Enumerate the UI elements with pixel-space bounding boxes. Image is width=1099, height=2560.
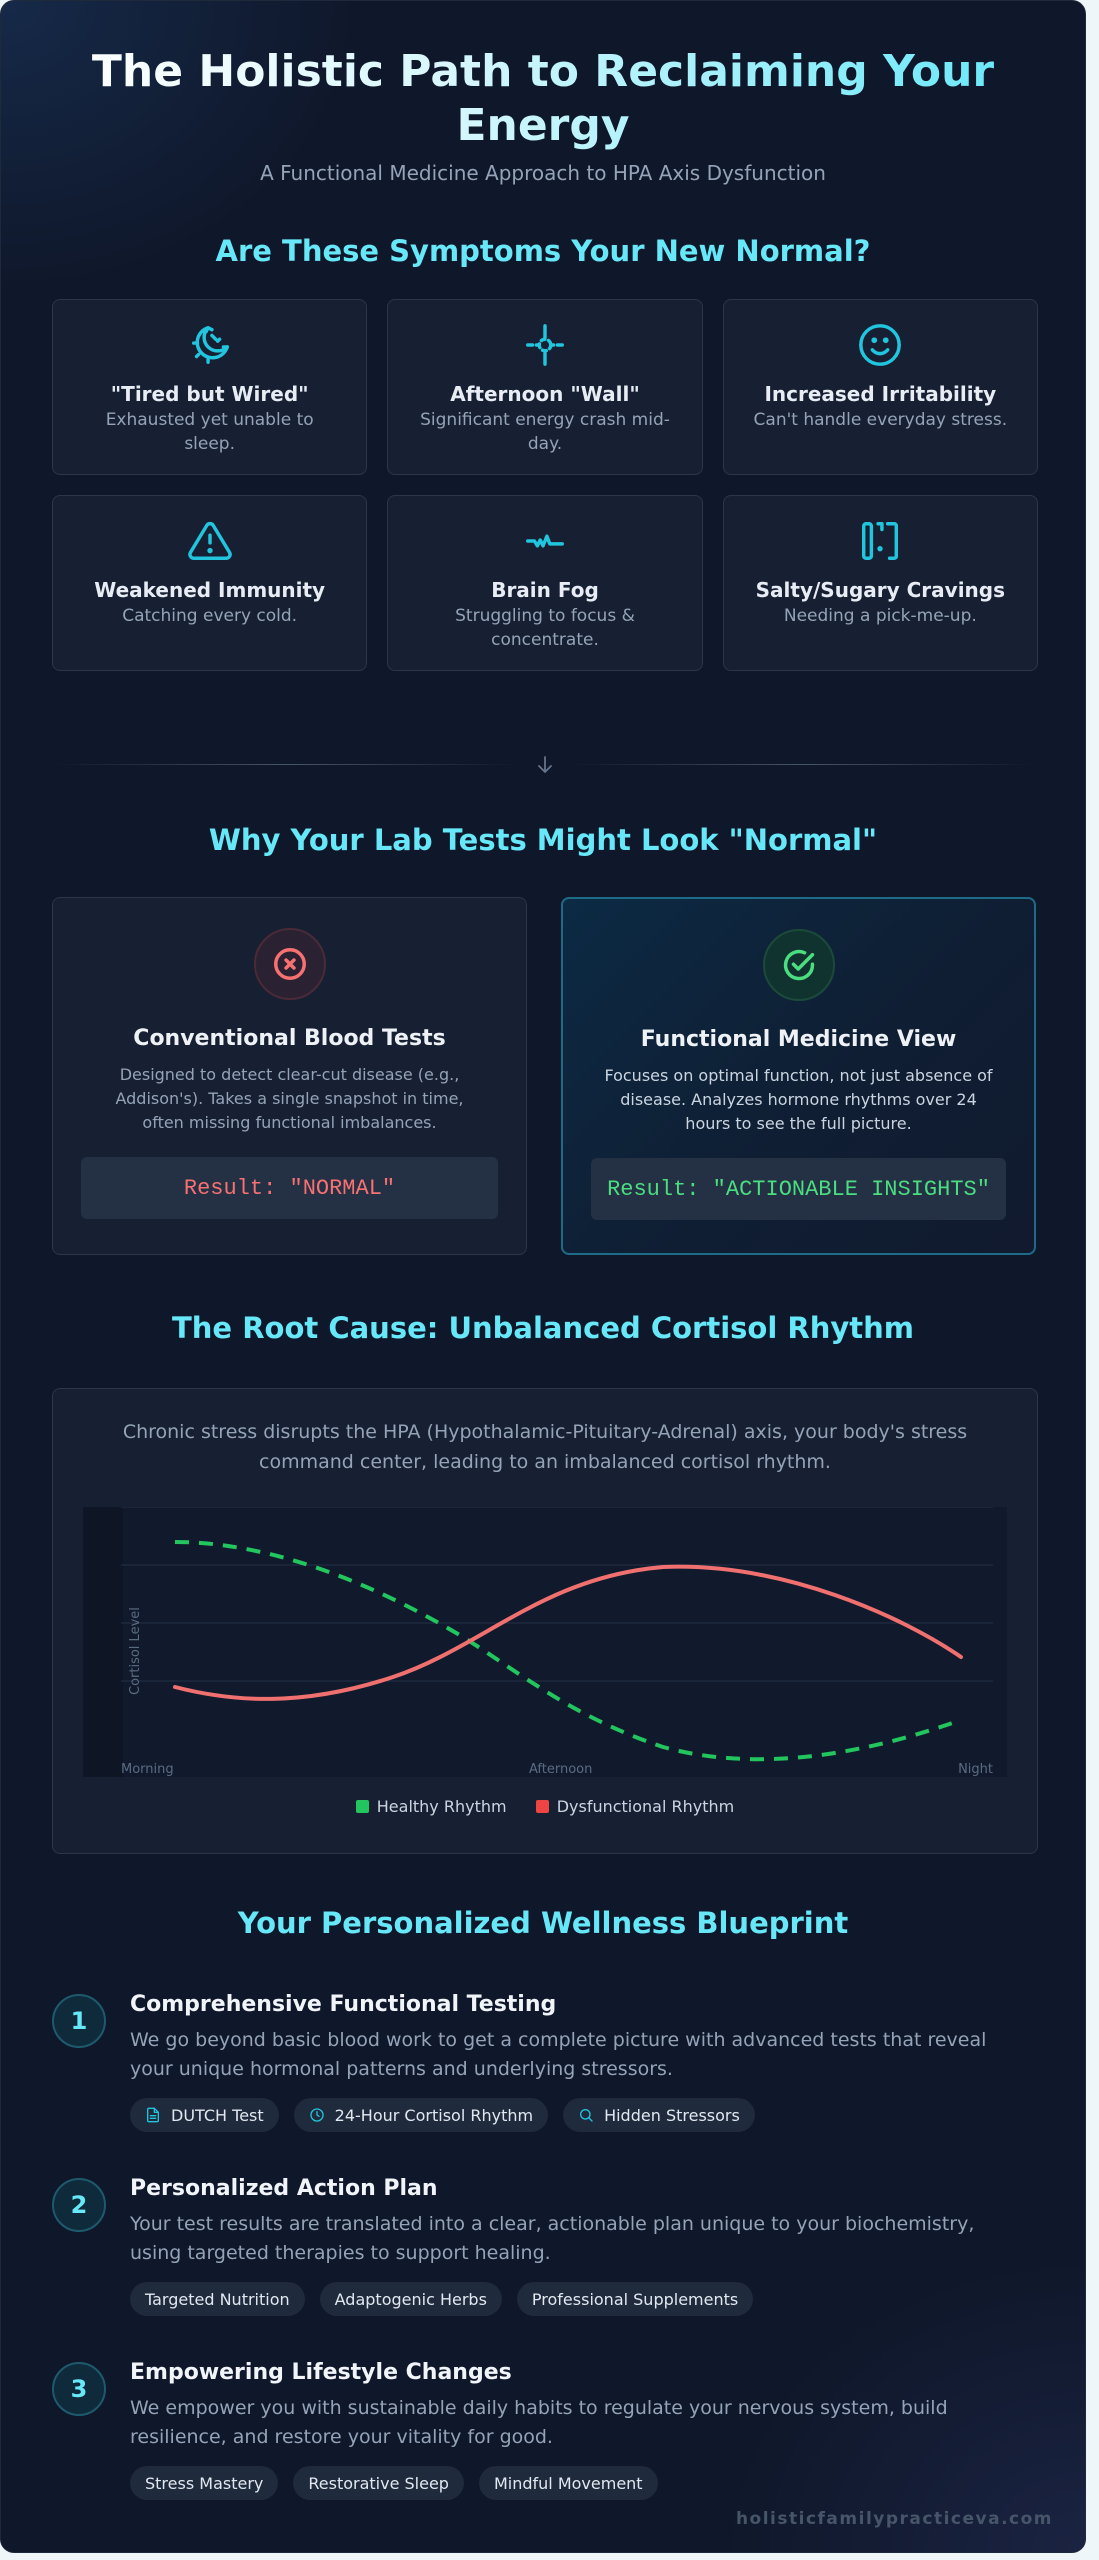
step-title: Personalized Action Plan	[130, 2176, 438, 2201]
x-tick-afternoon: Afternoon	[529, 1762, 592, 1777]
symptom-card-immunity: Weakened Immunity Catching every cold.	[52, 495, 368, 671]
smile-icon	[859, 324, 902, 366]
tag-label: DUTCH Test	[171, 2105, 264, 2125]
symptom-title: Weakened Immunity	[94, 578, 326, 602]
document-icon	[147, 2107, 159, 2123]
tag-cortisol-rhythm: 24-Hour Cortisol Rhythm	[293, 2098, 549, 2132]
step-tags: Targeted Nutrition Adaptogenic Herbs Pro…	[130, 2282, 1008, 2316]
conventional-badge	[253, 928, 326, 1000]
symptom-card-irritability: Increased Irritability Can't handle ever…	[722, 299, 1038, 475]
blueprint-heading: Your Personalized Wellness Blueprint	[237, 1906, 849, 1940]
legend-swatch	[535, 1800, 549, 1813]
pulse-wave-icon	[526, 534, 564, 548]
symptoms-heading: Are These Symptoms Your New Normal?	[215, 234, 871, 268]
legend-healthy: Healthy Rhythm	[355, 1797, 507, 1816]
symptom-title: Afternoon "Wall"	[450, 382, 640, 406]
divider-line-right	[568, 764, 1038, 765]
page-subtitle: A Functional Medicine Approach to HPA Ax…	[260, 161, 826, 185]
symptoms-grid: "Tired but Wired" Exhausted yet unable t…	[52, 299, 1038, 671]
section-divider	[52, 753, 1038, 777]
step-number: 2	[52, 2178, 106, 2232]
symptom-desc: Exhausted yet unable to sleep.	[105, 410, 314, 454]
conventional-desc: Designed to detect clear-cut disease (e.…	[115, 1065, 464, 1132]
divider-line-left	[52, 764, 522, 765]
legend-label: Dysfunctional Rhythm	[556, 1797, 735, 1816]
x-tick-morning: Morning	[121, 1762, 174, 1777]
functional-title: Functional Medicine View	[640, 1027, 957, 1052]
symptom-desc: Struggling to focus & concentrate.	[455, 606, 635, 650]
arrow-down-icon	[538, 756, 552, 773]
root-cause-desc: Chronic stress disrupts the HPA (Hypotha…	[122, 1421, 968, 1473]
symptom-title: Increased Irritability	[764, 382, 997, 406]
chart-gridlines	[121, 1507, 993, 1682]
conventional-tests-card: Conventional Blood Tests Designed to det…	[52, 897, 527, 1255]
step-title: Comprehensive Functional Testing	[130, 1992, 557, 2017]
y-axis-label: Cortisol Level	[128, 1607, 143, 1695]
symptom-desc: Can't handle everyday stress.	[753, 410, 1008, 430]
search-icon	[580, 2109, 593, 2122]
symptom-card-afternoon-wall: Afternoon "Wall" Significant energy cras…	[387, 299, 703, 475]
functional-badge	[762, 929, 835, 1001]
conventional-result: Result: "NORMAL"	[81, 1157, 498, 1219]
healthy-rhythm-line	[174, 1540, 962, 1762]
x-circle-icon	[273, 948, 306, 980]
cortisol-chart-card: Chronic stress disrupts the HPA (Hypotha…	[52, 1388, 1038, 1854]
functional-view-card: Functional Medicine View Focuses on opti…	[561, 897, 1036, 1255]
energy-crash-icon	[526, 324, 564, 366]
step-title: Empowering Lifestyle Changes	[130, 2360, 512, 2385]
page-title: The Holistic Path to Reclaiming Your Ene…	[61, 45, 1025, 153]
symptom-desc: Significant energy crash mid-day.	[420, 410, 670, 454]
functional-desc: Focuses on optimal function, not just ab…	[604, 1066, 993, 1133]
cortisol-rhythm-chart: Morning Afternoon Night Cortisol Level	[83, 1507, 1007, 1777]
symptom-card-brain-fog: Brain Fog Struggling to focus & concentr…	[387, 495, 703, 671]
tag-label: 24-Hour Cortisol Rhythm	[334, 2105, 534, 2125]
tag-label: Hidden Stressors	[604, 2105, 740, 2125]
step-desc: Your test results are translated into a …	[130, 2213, 975, 2264]
tag-restorative-sleep: Restorative Sleep	[293, 2466, 464, 2500]
symptom-card-tired-wired: "Tired but Wired" Exhausted yet unable t…	[52, 299, 368, 475]
tag-professional-supplements: Professional Supplements	[516, 2282, 754, 2316]
step-desc: We empower you with sustainable daily ha…	[130, 2397, 948, 2448]
symptom-title: "Tired but Wired"	[110, 382, 309, 406]
step-number: 3	[52, 2362, 106, 2416]
legend-dysfunctional: Dysfunctional Rhythm	[535, 1797, 735, 1816]
clock-icon	[310, 2108, 324, 2122]
tag-adaptogenic-herbs: Adaptogenic Herbs	[319, 2282, 502, 2316]
conventional-title: Conventional Blood Tests	[133, 1026, 446, 1051]
warning-triangle-icon	[187, 522, 232, 560]
functional-result: Result: "ACTIONABLE INSIGHTS"	[591, 1158, 1006, 1220]
tag-hidden-stressors: Hidden Stressors	[563, 2098, 755, 2132]
step-number: 1	[52, 1994, 106, 2048]
lab-tests-heading: Why Your Lab Tests Might Look "Normal"	[208, 823, 878, 857]
symptom-title: Brain Fog	[491, 578, 599, 602]
step-tags: DUTCH Test 24-Hour Cortisol Rhythm Hidde…	[130, 2098, 1008, 2132]
legend-label: Healthy Rhythm	[376, 1797, 507, 1816]
step-desc: We go beyond basic blood work to get a c…	[130, 2029, 987, 2080]
dysfunctional-rhythm-line	[173, 1564, 963, 1701]
x-tick-night: Night	[958, 1762, 993, 1777]
moon-clock-icon	[191, 326, 229, 364]
footer-website: holisticfamilypracticeva.com	[735, 2509, 1053, 2529]
root-cause-heading: The Root Cause: Unbalanced Cortisol Rhyt…	[172, 1311, 914, 1345]
tag-stress-mastery: Stress Mastery	[130, 2466, 279, 2500]
tag-dutch-test: DUTCH Test	[130, 2098, 279, 2132]
symptom-title: Salty/Sugary Cravings	[755, 578, 1006, 602]
check-circle-icon	[783, 949, 814, 981]
symptom-desc: Needing a pick-me-up.	[783, 606, 977, 626]
tag-targeted-nutrition: Targeted Nutrition	[130, 2282, 305, 2316]
cravings-icon	[862, 522, 899, 560]
symptom-card-cravings: Salty/Sugary Cravings Needing a pick-me-…	[722, 495, 1038, 671]
step-tags: Stress Mastery Restorative Sleep Mindful…	[130, 2466, 1008, 2500]
symptom-desc: Catching every cold.	[122, 606, 298, 626]
chart-legend: Healthy Rhythm Dysfunctional Rhythm	[53, 1797, 1037, 1816]
tag-mindful-movement: Mindful Movement	[478, 2466, 658, 2500]
legend-swatch	[355, 1800, 369, 1813]
